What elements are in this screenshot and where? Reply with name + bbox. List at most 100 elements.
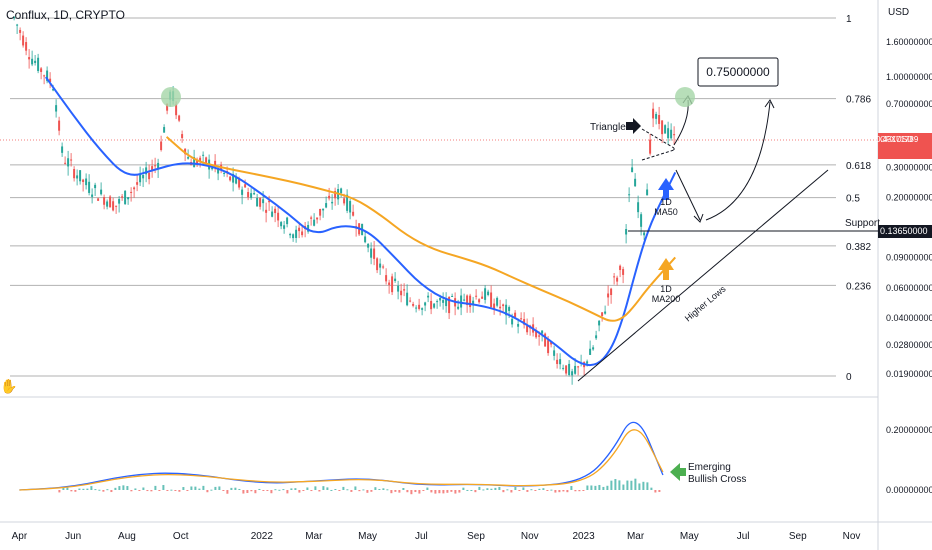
histogram-bar <box>590 485 593 490</box>
candle-body <box>292 234 295 239</box>
histogram-bar <box>130 490 133 492</box>
candle-body <box>118 198 121 204</box>
histogram-bar <box>162 485 165 490</box>
candle-body <box>322 208 325 211</box>
candle-body <box>424 302 427 306</box>
price-axis[interactable]: 1.60000000 1.00000000 0.70000000 0.30000000… <box>886 37 932 495</box>
histogram-bar <box>94 489 97 491</box>
fib-label-0: 1 <box>846 14 852 25</box>
ma50-label-2: MA50 <box>654 207 678 217</box>
chart-title: Conflux, 1D, CRYPTO <box>6 8 125 22</box>
candle-body <box>601 312 604 316</box>
fib-label-3: 0.5 <box>846 194 860 205</box>
candle-body <box>475 295 478 297</box>
histogram-bar <box>458 490 461 493</box>
candle-body <box>442 300 445 303</box>
histogram-bar <box>186 490 189 491</box>
candle-body <box>40 68 43 72</box>
candle-body <box>229 176 232 181</box>
time-tick-10: 2023 <box>572 531 595 542</box>
candle-body <box>214 160 217 166</box>
currency-label: USD <box>888 7 910 18</box>
histogram-bar <box>554 490 557 493</box>
candle-body <box>658 115 661 124</box>
histogram-bar <box>102 490 105 492</box>
candle-body <box>451 296 454 298</box>
histogram-bar <box>610 480 613 490</box>
histogram-bar <box>142 487 145 490</box>
candle-body <box>328 195 331 199</box>
histogram-bar <box>486 488 489 490</box>
candle-body <box>637 202 640 213</box>
candle-body <box>640 214 643 227</box>
price-tick-7: 0.04000000 <box>886 313 932 323</box>
candle-body <box>175 104 178 116</box>
histogram-bar <box>374 487 377 490</box>
candle-body <box>115 205 118 207</box>
candle-body <box>370 248 373 258</box>
histogram-bar <box>394 490 397 492</box>
price-tick-6: 0.06000000 <box>886 283 932 293</box>
candle-body <box>256 197 259 207</box>
histogram-bar <box>638 483 641 490</box>
oscillator-pane <box>19 421 664 495</box>
candle-body <box>625 229 628 235</box>
histogram-bar <box>570 486 573 490</box>
candle-body <box>373 248 376 259</box>
candle-body <box>343 198 346 204</box>
candle-body <box>496 297 499 306</box>
histogram-bar <box>274 489 277 491</box>
histogram-bar <box>506 489 509 491</box>
hand-cursor-icon[interactable]: ✋ <box>0 378 18 394</box>
candle-body <box>235 176 238 184</box>
candle-body <box>265 209 268 213</box>
higher-lows-line <box>577 169 829 382</box>
histogram-bar <box>342 486 345 490</box>
histogram-bar <box>278 489 281 491</box>
histogram-bar <box>490 488 493 490</box>
candle-body <box>505 304 508 316</box>
candle-body <box>139 174 142 183</box>
recovery-arrowhead-icon <box>764 99 775 109</box>
candle-body <box>502 304 505 307</box>
histogram-bar <box>334 489 337 491</box>
histogram-bar <box>146 490 149 492</box>
histogram-bar <box>330 489 333 491</box>
candle-body <box>100 189 103 195</box>
triangle-lower-line <box>641 149 675 161</box>
candle-body <box>388 282 391 285</box>
time-axis[interactable]: Apr Jun Aug Oct 2022 Mar May Jul Sep Nov 2023 Mar Ma… <box>12 531 861 542</box>
histogram-bar <box>642 481 645 490</box>
candle-body <box>151 166 154 171</box>
candle-body <box>469 295 472 308</box>
candle-body <box>379 263 382 268</box>
candle-body <box>112 201 115 211</box>
candle-body <box>514 312 517 318</box>
candle-body <box>499 306 502 309</box>
candle-body <box>430 300 433 310</box>
histogram-bar <box>386 489 389 491</box>
candle-body <box>517 323 520 327</box>
candle-body <box>316 217 319 220</box>
histogram-bar <box>378 488 381 490</box>
time-tick-15: Nov <box>843 531 861 542</box>
candle-body <box>460 295 463 308</box>
histogram-bar <box>266 490 269 491</box>
histogram-bar <box>326 487 329 490</box>
candle-body <box>130 191 133 193</box>
target-circle <box>675 87 695 107</box>
candle-body <box>262 199 265 204</box>
candle-body <box>277 212 280 221</box>
histogram-bar <box>442 490 445 494</box>
target-label: 0.75000000 <box>706 65 770 79</box>
candle-body <box>232 173 235 183</box>
candle-body <box>148 172 151 180</box>
candle-body <box>238 178 241 188</box>
osc-tick-1: 0.00000000 <box>886 485 932 495</box>
candle-body <box>643 232 646 236</box>
candle-body <box>433 303 436 308</box>
candle-body <box>382 266 385 268</box>
histogram-bar <box>178 490 181 492</box>
fib-label-5: 0.236 <box>846 281 871 292</box>
